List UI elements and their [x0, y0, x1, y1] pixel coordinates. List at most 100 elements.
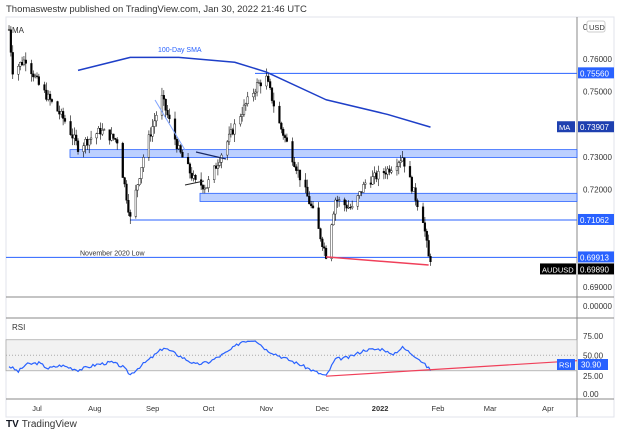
candle-body	[151, 126, 154, 137]
candle-body	[410, 176, 413, 192]
candle-body	[200, 179, 203, 186]
candle-body	[401, 157, 404, 162]
candle-body	[227, 133, 231, 143]
candle-body	[395, 166, 399, 171]
candle-body	[69, 121, 72, 135]
candle-body	[63, 118, 67, 122]
candle-body	[129, 212, 132, 217]
candle-body	[89, 137, 93, 140]
candle-body	[58, 110, 61, 115]
candle-body	[324, 248, 328, 259]
candle-body	[110, 133, 113, 141]
time-tick: 2022	[372, 404, 389, 413]
sma-line	[77, 56, 431, 128]
level-price-tag	[578, 213, 614, 225]
candle-body	[179, 145, 182, 153]
candle-body	[360, 191, 363, 193]
candle-body	[153, 120, 156, 127]
candle-body	[358, 191, 361, 196]
candle-body	[101, 130, 104, 135]
tradingview-logo-icon: TV	[6, 419, 19, 430]
candle-body	[377, 171, 380, 180]
candle-body	[11, 52, 14, 75]
time-tick: Sep	[146, 404, 159, 413]
candle-body	[213, 165, 216, 180]
candle-body	[205, 187, 208, 189]
candle-body	[364, 182, 367, 185]
candle-body	[47, 93, 50, 100]
time-tick: Jul	[32, 404, 42, 413]
candle-body	[86, 139, 89, 146]
last-price-label: 0.69890	[580, 265, 609, 274]
candle-body	[280, 122, 283, 130]
candle-body	[17, 66, 20, 75]
candle-body	[390, 170, 393, 173]
candle-body	[270, 87, 274, 101]
candle-body	[397, 162, 400, 167]
sma-price-tag	[578, 121, 614, 133]
candle-body	[30, 63, 33, 75]
level-price-tag	[578, 67, 614, 79]
level-price-label: 0.69913	[580, 253, 609, 262]
rsi-tick: 75.00	[583, 332, 604, 341]
candle-body	[97, 128, 100, 134]
rsi-tick: 25.00	[583, 372, 604, 381]
candle-body	[166, 110, 169, 116]
candle-body	[116, 139, 119, 144]
ma-legend: MA	[12, 26, 25, 35]
price-tick: 0.76000	[583, 55, 612, 64]
candle-body	[32, 73, 35, 78]
candle-body	[336, 199, 339, 201]
candle-body	[306, 186, 309, 197]
candle-body	[112, 133, 115, 139]
candle-body	[201, 185, 205, 190]
candle-body	[173, 118, 177, 140]
volume-tick: 0.00000	[583, 302, 612, 311]
time-tick: Aug	[88, 404, 101, 413]
candle-body	[246, 96, 249, 105]
candle-body	[50, 99, 54, 102]
level-annotation: November 2020 Low	[80, 250, 146, 257]
candle-body	[343, 199, 346, 206]
candle-body	[362, 184, 365, 193]
candle-body	[108, 129, 111, 141]
candle-body	[229, 129, 233, 135]
candle-body	[278, 105, 281, 124]
trendline	[184, 180, 205, 186]
candle-body	[282, 129, 285, 136]
candle-body	[7, 29, 11, 31]
candle-body	[56, 101, 59, 112]
publish-info: Thomaswestw published on TradingView.com…	[6, 4, 307, 15]
candle-body	[384, 172, 387, 175]
candle-body	[334, 199, 337, 215]
candle-body	[375, 172, 378, 180]
sma-tag-label: MA	[559, 123, 570, 132]
candle-body	[399, 160, 402, 163]
candle-body	[125, 183, 128, 201]
candle-body	[88, 139, 91, 146]
candle-body	[175, 139, 178, 150]
rsi-tick: 0.00	[583, 390, 599, 399]
candle-body	[155, 115, 158, 122]
sma-label: 100-Day SMA	[158, 47, 202, 54]
brand-name: TradingView	[21, 419, 77, 430]
rsi-legend: RSI	[12, 323, 25, 332]
candle-body	[349, 206, 352, 209]
candle-body	[181, 151, 184, 158]
time-tick: Oct	[203, 404, 216, 413]
candle-body	[62, 111, 65, 119]
candle-body	[347, 206, 350, 209]
candle-body	[386, 168, 389, 175]
candle-body	[140, 167, 143, 179]
candle-body	[84, 139, 87, 146]
candle-body	[103, 129, 106, 131]
time-tick: Feb	[431, 404, 444, 413]
candle-body	[177, 145, 180, 150]
rsi-value-tag	[578, 359, 608, 370]
sma-price-label: 0.73907	[580, 123, 609, 132]
candle-body	[416, 200, 419, 208]
candle-body	[149, 134, 152, 137]
rsi-tag	[557, 359, 575, 370]
symbol-tag	[540, 263, 576, 275]
